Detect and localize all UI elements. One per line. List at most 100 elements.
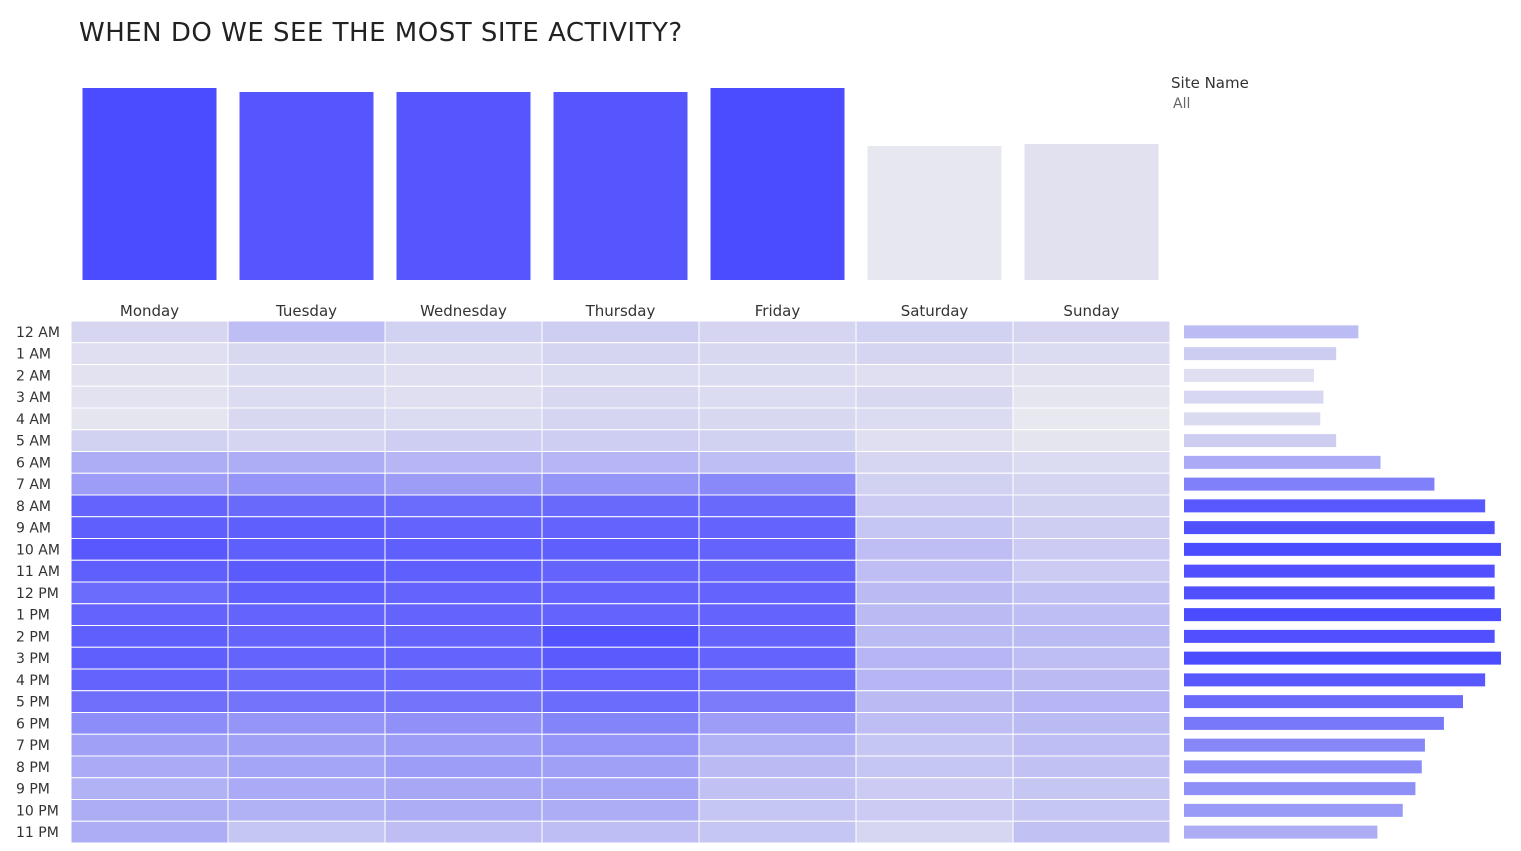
hour-bar-4-pm bbox=[1184, 673, 1486, 687]
heatmap-cell bbox=[384, 712, 543, 735]
heatmap-cell bbox=[855, 385, 1014, 409]
hour-bar-9-pm bbox=[1184, 782, 1416, 796]
heatmap-cell bbox=[855, 364, 1014, 387]
day-bar-friday bbox=[710, 88, 845, 280]
hour-bar-8-am bbox=[1184, 499, 1486, 513]
hour-label: 7 AM bbox=[16, 477, 51, 493]
heatmap-cell bbox=[1012, 755, 1171, 779]
heatmap-cell bbox=[70, 320, 229, 344]
heatmap-cell bbox=[1012, 385, 1171, 409]
heatmap-cell bbox=[541, 625, 700, 648]
heatmap-cell bbox=[541, 603, 700, 626]
heatmap-cell bbox=[541, 407, 700, 431]
hour-label: 12 AM bbox=[16, 325, 60, 341]
heatmap-cell bbox=[227, 538, 386, 561]
heatmap-cell bbox=[70, 559, 229, 583]
heatmap-cell bbox=[698, 559, 857, 583]
hour-bar-10-pm bbox=[1184, 803, 1403, 817]
heatmap-cell bbox=[227, 385, 386, 409]
heatmap-cell bbox=[541, 494, 700, 518]
day-label: Wednesday bbox=[420, 302, 507, 320]
hour-bar-11-am bbox=[1184, 564, 1495, 578]
heatmap-cell bbox=[227, 820, 386, 844]
heatmap-cell bbox=[70, 472, 229, 496]
heatmap-cell bbox=[855, 603, 1014, 626]
heatmap-cell bbox=[1012, 451, 1171, 474]
heatmap-cell bbox=[855, 559, 1014, 583]
heatmap-cell bbox=[855, 538, 1014, 561]
heatmap-cell bbox=[698, 733, 857, 757]
heatmap-cell bbox=[227, 472, 386, 496]
heatmap-cell bbox=[70, 690, 229, 713]
heatmap-cell bbox=[855, 690, 1014, 713]
heatmap-cell bbox=[70, 538, 229, 561]
hour-bar-1-am bbox=[1184, 347, 1337, 361]
heatmap-cell bbox=[1012, 342, 1171, 365]
day-bar-thursday bbox=[553, 92, 688, 280]
heatmap-cell bbox=[384, 364, 543, 387]
heatmap-cell bbox=[384, 342, 543, 365]
day-label: Friday bbox=[755, 302, 801, 320]
heatmap-cell bbox=[1012, 407, 1171, 431]
heatmap-cell bbox=[384, 516, 543, 539]
hour-bar-12-am bbox=[1184, 325, 1359, 339]
filter-value[interactable]: All bbox=[1173, 96, 1191, 112]
heatmap-cell bbox=[541, 429, 700, 452]
heatmap-cell bbox=[384, 320, 543, 344]
heatmap-cell bbox=[384, 559, 543, 583]
hour-bar-5-am bbox=[1184, 434, 1337, 448]
heatmap-cell bbox=[384, 407, 543, 431]
heatmap-cell bbox=[855, 320, 1014, 344]
heatmap-cell bbox=[855, 777, 1014, 800]
day-bar-monday bbox=[82, 88, 217, 280]
heatmap-cell bbox=[698, 625, 857, 648]
heatmap-cell bbox=[855, 451, 1014, 474]
site-name-filter[interactable]: Site Name All bbox=[1171, 74, 1249, 112]
hour-label: 9 PM bbox=[16, 782, 50, 798]
heatmap-cell bbox=[384, 538, 543, 561]
heatmap-cell bbox=[855, 407, 1014, 431]
heatmap-cell bbox=[698, 799, 857, 822]
hour-label: 4 AM bbox=[16, 412, 51, 428]
heatmap-cell bbox=[227, 407, 386, 431]
heatmap-cell bbox=[1012, 733, 1171, 757]
heatmap-cell bbox=[541, 320, 700, 344]
heatmap-cell bbox=[855, 820, 1014, 844]
heatmap-cell bbox=[384, 646, 543, 670]
heatmap-cell bbox=[855, 494, 1014, 518]
heatmap-cell bbox=[698, 646, 857, 670]
hour-label: 3 PM bbox=[16, 651, 50, 667]
heatmap-cell bbox=[698, 690, 857, 713]
heatmap-cell bbox=[855, 799, 1014, 822]
heatmap-cell bbox=[1012, 603, 1171, 626]
day-label: Saturday bbox=[901, 302, 969, 320]
heatmap-cell bbox=[384, 625, 543, 648]
heatmap-cell bbox=[541, 712, 700, 735]
heatmap-cell bbox=[1012, 690, 1171, 713]
heatmap-cell bbox=[698, 364, 857, 387]
hour-bar-11-pm bbox=[1184, 825, 1378, 839]
heatmap-cell bbox=[698, 429, 857, 452]
heatmap-cell bbox=[855, 646, 1014, 670]
heatmap-cell bbox=[698, 820, 857, 844]
heatmap-cell bbox=[227, 603, 386, 626]
heatmap-cell bbox=[541, 733, 700, 757]
hour-label: 8 PM bbox=[16, 760, 50, 776]
heatmap-cell bbox=[227, 451, 386, 474]
heatmap-cell bbox=[541, 799, 700, 822]
heatmap-cell bbox=[384, 603, 543, 626]
heatmap-cell bbox=[70, 364, 229, 387]
heatmap-cell bbox=[384, 494, 543, 518]
heatmap-cell bbox=[70, 625, 229, 648]
heatmap-cell bbox=[698, 755, 857, 779]
heatmap-cell bbox=[70, 451, 229, 474]
heatmap-cell bbox=[227, 646, 386, 670]
heatmap-cell bbox=[384, 385, 543, 409]
heatmap-cell bbox=[1012, 799, 1171, 822]
heatmap-cell bbox=[698, 451, 857, 474]
hour-label: 3 AM bbox=[16, 390, 51, 406]
heatmap-cell bbox=[227, 712, 386, 735]
heatmap-cell bbox=[227, 364, 386, 387]
hour-bar-3-am bbox=[1184, 390, 1324, 404]
hour-label: 1 AM bbox=[16, 347, 51, 363]
